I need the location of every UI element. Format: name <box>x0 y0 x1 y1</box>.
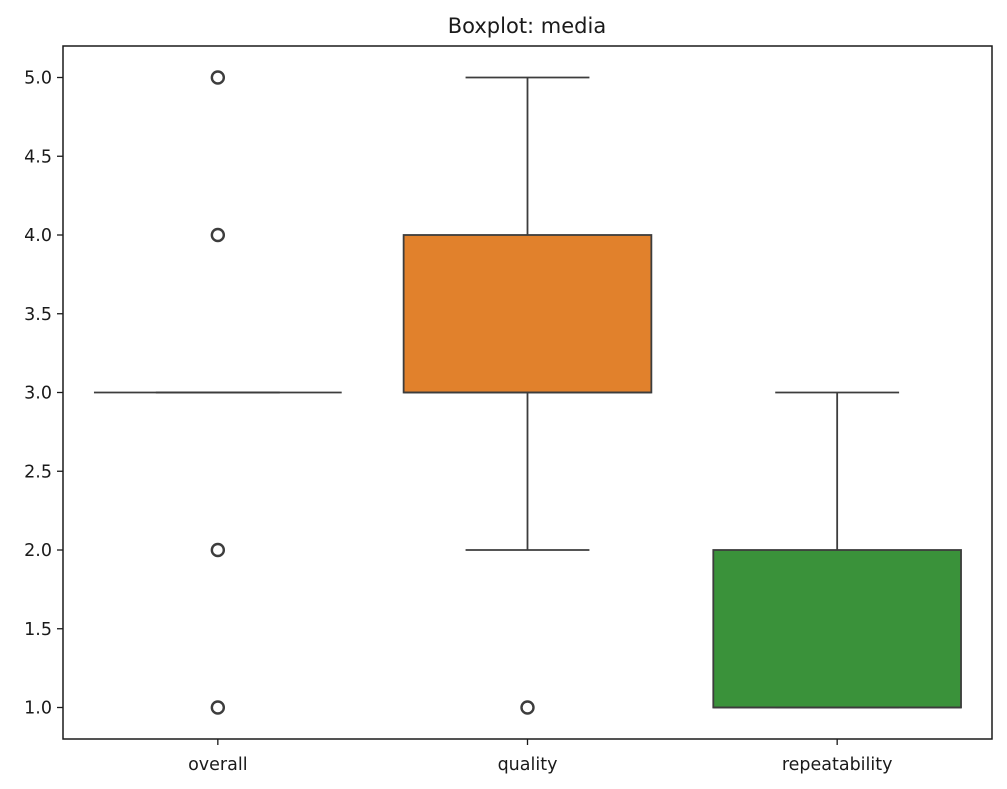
x-tick-label-overall: overall <box>188 755 247 775</box>
y-tick-label-5: 3.5 <box>24 305 52 325</box>
outlier-overall-2 <box>210 227 226 243</box>
y-tick-label-0: 1.0 <box>24 699 52 719</box>
plot-area: 1.0 1.5 2.0 2.5 3.0 3.5 4.0 4.5 5.0 overall qualit… <box>24 45 993 775</box>
outlier-overall-1 <box>210 542 226 558</box>
y-tick-label-8: 5.0 <box>24 69 52 89</box>
x-tick-label-quality: quality <box>498 755 558 775</box>
outlier-quality-0 <box>520 700 535 715</box>
y-tick-label-2: 2.0 <box>24 541 52 561</box>
y-tick-label-1: 1.5 <box>24 620 52 640</box>
y-tick-label-3: 2.5 <box>24 462 52 482</box>
outlier-overall-3 <box>210 70 226 85</box>
y-tick-label-4: 3.0 <box>24 384 52 404</box>
box-repeatability <box>712 549 962 709</box>
chart-title: Boxplot: media <box>448 14 606 38</box>
x-tick-label-repeatability: repeatability <box>782 755 893 775</box>
y-tick-label-6: 4.0 <box>24 226 52 246</box>
outlier-overall-0 <box>210 700 226 715</box>
y-tick-label-7: 4.5 <box>24 147 52 167</box>
box-quality <box>402 234 653 394</box>
